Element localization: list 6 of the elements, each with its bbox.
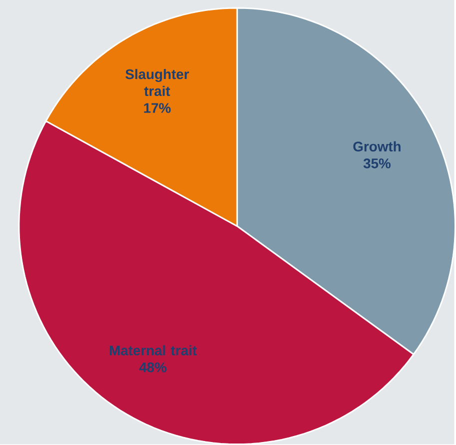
data-label: 48% bbox=[139, 362, 166, 372]
slice-label: Slaughter trait bbox=[126, 68, 189, 96]
slice-label: Maternal trait bbox=[110, 345, 197, 356]
data-label: 35% bbox=[363, 158, 391, 168]
slice-label: Growth bbox=[353, 141, 401, 152]
data-label: 17% bbox=[144, 103, 171, 113]
